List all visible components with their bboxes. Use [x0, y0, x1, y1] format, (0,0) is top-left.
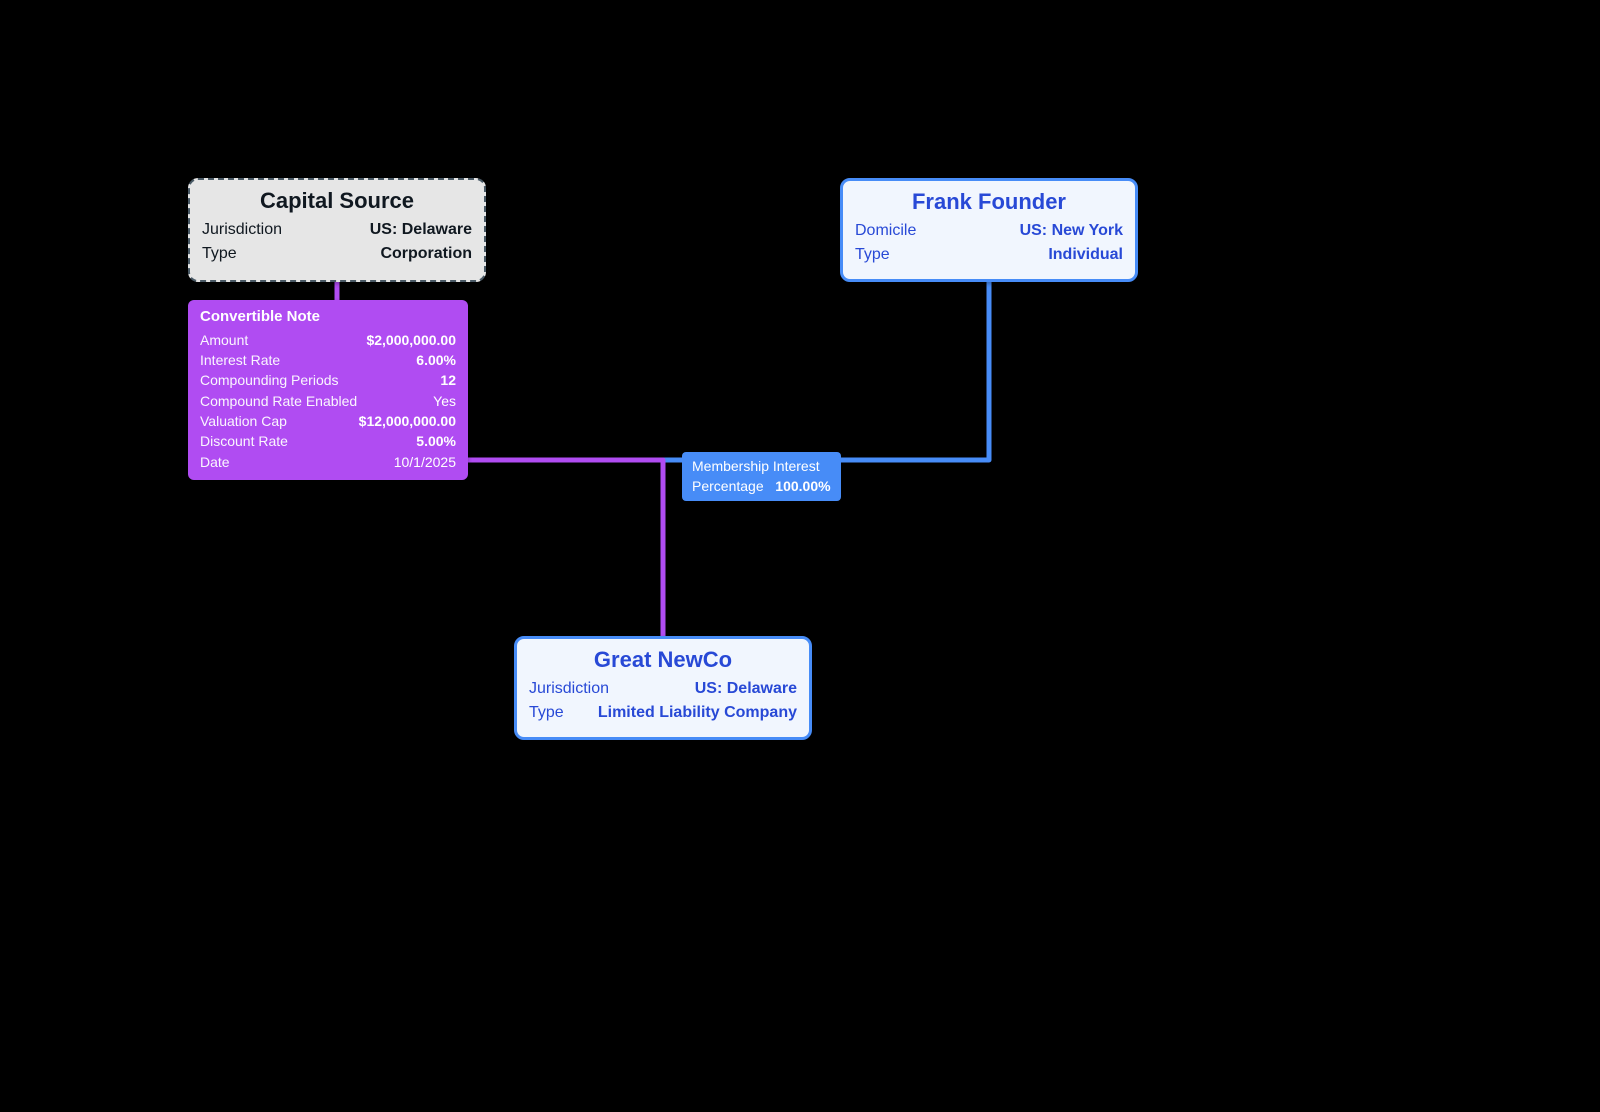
edge-label-membership-interest: Membership Interest Percentage 100.00%: [682, 452, 841, 501]
row-value: Limited Liability Company: [598, 701, 797, 725]
node-row: Type Individual: [855, 243, 1123, 267]
edge-label-value: 100.00%: [775, 478, 830, 494]
instrument-row: Discount Rate 5.00%: [200, 431, 456, 451]
instrument-row-value: $12,000,000.00: [359, 411, 456, 431]
node-rows: Jurisdiction US: Delaware Type Limited L…: [517, 677, 809, 735]
node-rows: Domicile US: New York Type Individual: [843, 219, 1135, 277]
node-row: Jurisdiction US: Delaware: [529, 677, 797, 701]
instrument-row-value: $2,000,000.00: [366, 330, 456, 350]
instrument-row-value: 12: [440, 370, 456, 390]
instrument-row-key: Interest Rate: [200, 350, 280, 370]
instrument-row-key: Valuation Cap: [200, 411, 287, 431]
instrument-row-value: 6.00%: [416, 350, 456, 370]
row-key: Type: [529, 701, 564, 725]
node-title: Great NewCo: [517, 639, 809, 677]
node-title: Frank Founder: [843, 181, 1135, 219]
instrument-row: Interest Rate 6.00%: [200, 350, 456, 370]
node-capital-source[interactable]: Capital Source Jurisdiction US: Delaware…: [188, 178, 486, 282]
instrument-row-key: Compounding Periods: [200, 370, 339, 390]
edge-label-line1: Membership Interest: [692, 456, 831, 476]
row-key: Type: [855, 243, 890, 267]
row-value: Individual: [1048, 243, 1123, 267]
instrument-row-key: Discount Rate: [200, 431, 288, 451]
instrument-row-key: Compound Rate Enabled: [200, 391, 357, 411]
instrument-row: Compound Rate Enabled Yes: [200, 391, 456, 411]
node-row: Domicile US: New York: [855, 219, 1123, 243]
diagram-canvas: Capital Source Jurisdiction US: Delaware…: [0, 0, 1600, 1112]
instrument-row-value: Yes: [433, 391, 456, 411]
row-key: Jurisdiction: [202, 218, 282, 242]
instrument-row-key: Amount: [200, 330, 248, 350]
row-key: Type: [202, 242, 237, 266]
instrument-row: Compounding Periods 12: [200, 370, 456, 390]
instrument-row-key: Date: [200, 452, 230, 472]
node-title: Capital Source: [190, 180, 484, 218]
node-row: Jurisdiction US: Delaware: [202, 218, 472, 242]
edge-layer: [0, 0, 1600, 1112]
instrument-row-value: 5.00%: [416, 431, 456, 451]
node-row: Type Corporation: [202, 242, 472, 266]
instrument-convertible-note[interactable]: Convertible Note Amount$2,000,000.00Inte…: [188, 300, 468, 480]
row-key: Jurisdiction: [529, 677, 609, 701]
node-frank-founder[interactable]: Frank Founder Domicile US: New York Type…: [840, 178, 1138, 282]
node-row: Type Limited Liability Company: [529, 701, 797, 725]
instrument-rows: Amount$2,000,000.00Interest Rate6.00%Com…: [200, 330, 456, 472]
instrument-row: Amount $2,000,000.00: [200, 330, 456, 350]
edge-label-line2: Percentage 100.00%: [692, 476, 831, 496]
instrument-row-value: 10/1/2025: [394, 452, 456, 472]
row-value: US: Delaware: [695, 677, 797, 701]
row-value: US: New York: [1020, 219, 1123, 243]
row-key: Domicile: [855, 219, 916, 243]
row-value: Corporation: [380, 242, 472, 266]
node-great-newco[interactable]: Great NewCo Jurisdiction US: Delaware Ty…: [514, 636, 812, 740]
instrument-title: Convertible Note: [200, 306, 456, 328]
edge-label-key: Percentage: [692, 478, 764, 494]
row-value: US: Delaware: [370, 218, 472, 242]
instrument-row: Date 10/1/2025: [200, 452, 456, 472]
node-rows: Jurisdiction US: Delaware Type Corporati…: [190, 218, 484, 276]
instrument-row: Valuation Cap $12,000,000.00: [200, 411, 456, 431]
